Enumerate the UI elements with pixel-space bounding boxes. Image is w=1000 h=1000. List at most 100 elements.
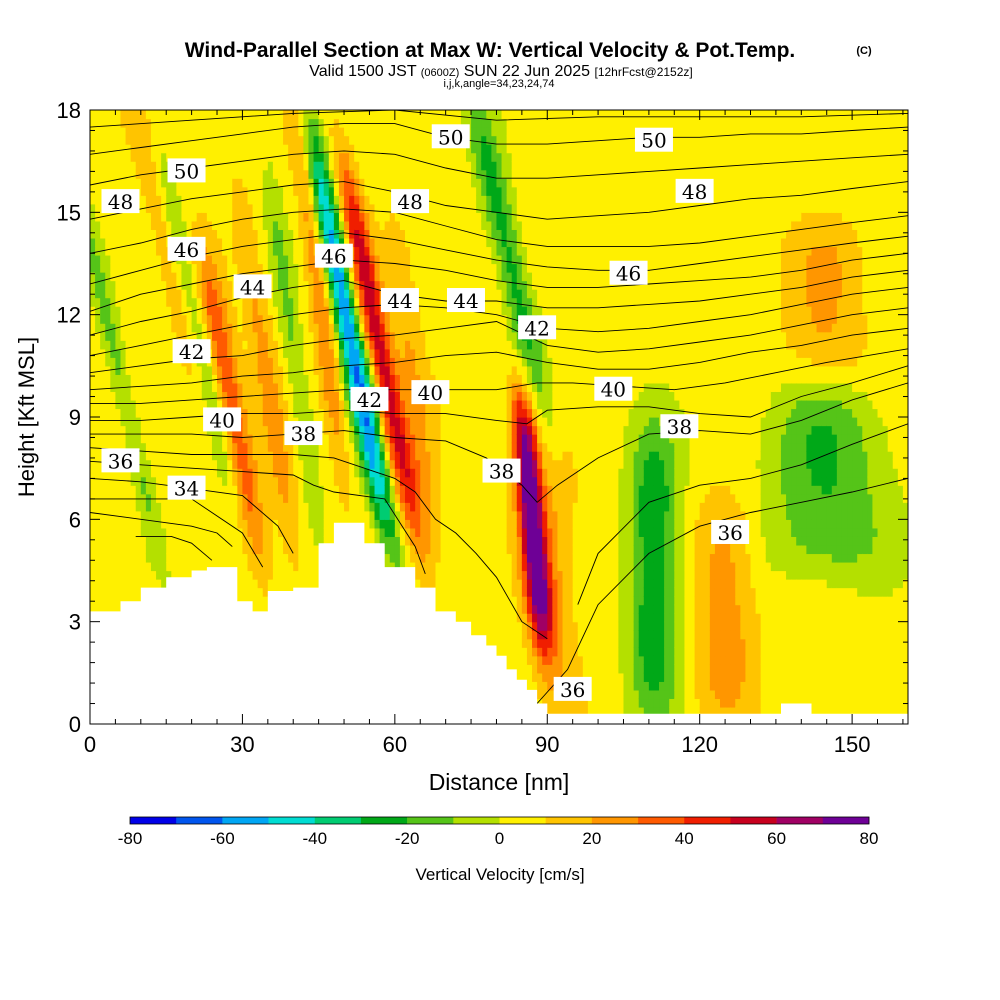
- w-cell: [333, 272, 340, 282]
- w-cell: [120, 289, 127, 299]
- w-cell: [430, 331, 437, 341]
- w-cell: [369, 118, 376, 128]
- w-cell: [252, 178, 259, 188]
- w-cell: [333, 331, 340, 341]
- w-cell: [323, 118, 330, 128]
- w-cell: [227, 357, 233, 367]
- w-cell: [105, 280, 111, 290]
- w-cell: [303, 289, 310, 299]
- w-cell: [313, 195, 320, 205]
- w-cell: [293, 527, 299, 537]
- w-cell: [272, 203, 279, 213]
- w-cell: [298, 118, 304, 128]
- w-cell: [389, 229, 396, 239]
- w-cell: [354, 365, 360, 375]
- w-cell: [425, 570, 432, 580]
- w-cell: [206, 468, 213, 478]
- w-cell: [95, 348, 101, 358]
- w-cell: [217, 272, 223, 282]
- w-cell: [283, 561, 289, 572]
- w-cell: [100, 263, 106, 273]
- w-cell: [354, 434, 360, 444]
- w-cell: [354, 417, 360, 427]
- w-cell: [171, 263, 177, 273]
- w-cell: [415, 408, 421, 418]
- w-cell: [181, 144, 188, 154]
- w-cell: [176, 374, 183, 384]
- w-cell: [303, 263, 310, 273]
- w-cell: [313, 510, 320, 520]
- w-cell: [298, 391, 304, 401]
- w-cell: [181, 110, 188, 120]
- w-cell: [135, 212, 142, 222]
- w-cell: [125, 348, 132, 358]
- w-cell: [135, 596, 142, 606]
- w-cell: [206, 331, 213, 341]
- w-cell: [145, 493, 152, 503]
- w-cell: [201, 280, 208, 290]
- w-cell: [399, 272, 406, 282]
- w-cell: [303, 152, 310, 162]
- w-cell: [364, 161, 371, 171]
- w-cell: [140, 476, 147, 486]
- w-cell: [140, 263, 147, 273]
- w-cell: [145, 485, 152, 495]
- w-cell: [232, 468, 238, 478]
- w-cell: [257, 519, 264, 529]
- w-cell: [359, 127, 365, 137]
- w-cell: [90, 331, 96, 341]
- w-cell: [333, 144, 340, 154]
- w-cell: [359, 357, 365, 367]
- w-cell: [262, 596, 269, 606]
- w-cell: [338, 237, 345, 248]
- w-cell: [410, 476, 416, 486]
- w-cell: [181, 178, 188, 188]
- w-cell: [237, 297, 244, 307]
- w-cell: [415, 314, 421, 324]
- w-cell: [272, 144, 279, 154]
- w-cell: [206, 365, 213, 375]
- w-cell: [130, 510, 137, 520]
- w-cell: [293, 272, 299, 282]
- w-cell: [338, 144, 345, 154]
- w-cell: [186, 425, 193, 435]
- w-cell: [217, 357, 223, 367]
- w-cell: [344, 152, 350, 162]
- w-cell: [349, 442, 355, 452]
- w-cell: [405, 331, 411, 341]
- w-cell: [283, 195, 289, 205]
- w-cell: [323, 442, 330, 452]
- w-cell: [125, 306, 132, 316]
- w-cell: [191, 459, 198, 469]
- w-cell: [130, 306, 137, 316]
- w-cell: [105, 399, 111, 410]
- w-cell: [237, 314, 244, 324]
- w-cell: [430, 485, 437, 495]
- w-cell: [354, 289, 360, 299]
- w-cell: [191, 152, 198, 162]
- w-cell: [242, 502, 249, 512]
- w-cell: [288, 127, 294, 137]
- w-cell: [435, 144, 442, 154]
- w-cell: [105, 493, 111, 503]
- w-cell: [374, 502, 381, 512]
- w-cell: [318, 365, 325, 375]
- w-cell: [374, 340, 381, 350]
- w-cell: [313, 408, 320, 418]
- w-cell: [247, 442, 254, 452]
- w-cell: [252, 459, 259, 469]
- w-cell: [227, 374, 233, 384]
- w-cell: [298, 169, 304, 179]
- w-cell: [349, 425, 355, 435]
- w-cell: [181, 553, 188, 563]
- w-cell: [242, 459, 249, 469]
- w-cell: [90, 434, 96, 444]
- w-cell: [349, 186, 355, 196]
- w-cell: [227, 280, 233, 290]
- w-cell: [95, 161, 101, 171]
- w-cell: [242, 365, 249, 375]
- w-cell: [420, 408, 426, 418]
- w-cell: [252, 374, 259, 384]
- w-cell: [430, 195, 437, 205]
- w-cell: [405, 357, 411, 367]
